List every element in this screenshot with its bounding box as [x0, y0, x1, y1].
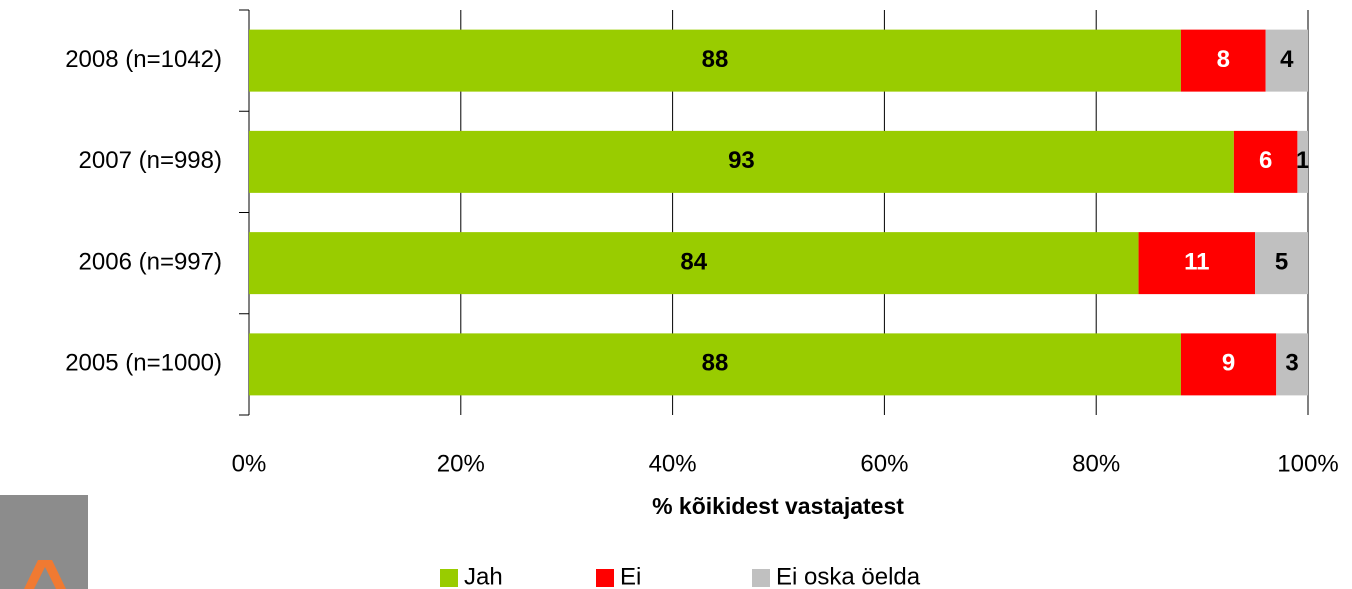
y-tick-label: 2005 (n=1000) — [65, 350, 222, 377]
bar-segment — [249, 130, 1234, 193]
legend-swatch — [596, 569, 614, 587]
y-tick-label: 2008 (n=1042) — [65, 46, 222, 73]
bar-segment — [1180, 29, 1266, 92]
value-label: 6 — [1259, 147, 1272, 174]
x-tick-label: 80% — [1072, 450, 1120, 477]
legend-label: Ei — [620, 563, 641, 589]
y-tick-label: 2007 (n=998) — [79, 147, 222, 174]
x-tick-label: 0% — [232, 450, 267, 477]
value-label: 88 — [702, 46, 729, 73]
bar-segment — [1233, 130, 1298, 193]
value-label: 11 — [1184, 248, 1209, 275]
x-axis-title: % kõikidest vastajatest — [652, 493, 904, 519]
bar-segment — [249, 232, 1139, 295]
x-tick-label: 100% — [1277, 450, 1338, 477]
value-label: 5 — [1275, 248, 1288, 275]
value-label: 1 — [1296, 147, 1309, 174]
y-tick-label: 2006 (n=997) — [79, 248, 222, 275]
legend-swatch — [752, 569, 770, 587]
legend-label: Ei oska öelda — [776, 563, 921, 589]
legend-swatch — [440, 569, 458, 587]
bar-segment — [1276, 333, 1308, 396]
bar-segment — [1297, 130, 1308, 193]
logo-mark — [24, 560, 66, 589]
value-label: 84 — [680, 248, 707, 275]
x-tick-label: 40% — [649, 450, 697, 477]
bar-segment — [1138, 232, 1256, 295]
bar-segment — [1255, 232, 1308, 295]
bar-segment — [249, 29, 1181, 92]
x-tick-label: 60% — [860, 450, 908, 477]
logo — [0, 495, 88, 589]
bar-segment — [1265, 29, 1308, 92]
value-label: 8 — [1217, 46, 1230, 73]
value-label: 9 — [1222, 350, 1235, 377]
legend-label: Jah — [464, 563, 503, 589]
bar-segment — [1180, 333, 1277, 396]
value-label: 93 — [728, 147, 755, 174]
x-tick-label: 20% — [437, 450, 485, 477]
value-label: 4 — [1280, 46, 1294, 73]
value-label: 3 — [1285, 350, 1298, 377]
value-label: 88 — [702, 350, 729, 377]
bar-segment — [249, 333, 1181, 396]
